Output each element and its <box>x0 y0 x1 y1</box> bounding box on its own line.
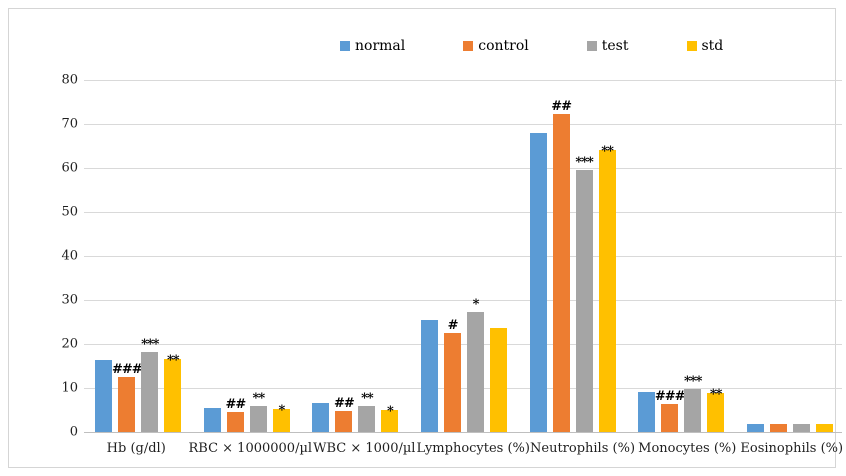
bar-std: ** <box>707 388 725 432</box>
bar-std: * <box>272 404 290 432</box>
significance-mark: ** <box>709 387 723 403</box>
gridline <box>84 300 842 301</box>
y-tick-label: 40 <box>61 248 78 264</box>
bar-control: ## <box>334 397 355 432</box>
significance-mark: ** <box>252 391 266 407</box>
bar-test: *** <box>141 338 160 432</box>
bar-normal <box>95 359 113 432</box>
significance-mark: ## <box>334 396 355 412</box>
bar-group-7 <box>735 80 844 432</box>
bar-normal <box>529 132 547 432</box>
bar-std <box>490 328 508 432</box>
x-category-label: Neutrophils (%) <box>530 441 636 456</box>
bar-normal <box>421 319 439 432</box>
bar-std <box>815 424 833 432</box>
legend-label-normal: normal <box>355 38 406 54</box>
bar-normal <box>203 408 221 432</box>
significance-mark: ## <box>551 98 572 114</box>
bar-group-1: ### *** ** <box>84 80 193 432</box>
bar-std: ** <box>598 145 616 432</box>
legend-marker-test <box>586 41 597 51</box>
bar-group-6: ### *** ** <box>627 80 736 432</box>
significance-mark: * <box>278 403 285 419</box>
bar-test: *** <box>575 156 594 432</box>
significance-mark: # <box>447 318 459 333</box>
significance-mark: ## <box>225 396 246 412</box>
plot-area: 0 10 20 30 40 50 60 70 80 ### *** ** ## ** * ## ** * # * ##… <box>61 73 844 457</box>
y-tick-label: 10 <box>61 380 78 396</box>
x-axis-labels: Hb (g/dl) RBC × 1000000/µl WBC × 1000/µl Ly… <box>84 441 844 457</box>
x-axis-line <box>84 432 842 433</box>
gridline <box>84 80 842 81</box>
bar-test: ** <box>249 392 267 432</box>
y-tick-label: 0 <box>69 424 78 440</box>
bar-group-5: ## *** ** <box>518 80 627 432</box>
x-category-label: RBC × 1000000/µl <box>188 441 313 456</box>
bar-control: ## <box>551 100 572 432</box>
y-tick-label: 20 <box>61 336 78 352</box>
bar-test <box>792 424 810 432</box>
significance-mark: ** <box>361 391 374 407</box>
significance-mark: *** <box>575 154 593 170</box>
chart-frame: normal control test std 0 10 20 30 40 50 60 70 8… <box>8 8 843 468</box>
bar-control: ## <box>225 398 246 432</box>
significance-mark: *** <box>683 374 702 390</box>
x-category-label: WBC × 1000/µl <box>313 441 416 456</box>
legend-label-test: test <box>601 38 629 54</box>
significance-mark: ** <box>601 143 614 159</box>
legend-item-control: control <box>463 38 529 54</box>
y-tick-label: 30 <box>61 292 78 308</box>
x-category-label: Monocytes (%) <box>638 441 737 456</box>
bar-control: ### <box>112 363 143 432</box>
gridline <box>84 168 842 169</box>
legend-label-control: control <box>478 38 529 54</box>
y-tick-label: 50 <box>61 204 78 220</box>
bar-group-4: # * <box>410 80 519 432</box>
gridline <box>84 212 842 213</box>
bar-test: *** <box>684 375 702 432</box>
bar-groups: ### *** ** ## ** * ## ** * # * ## *** ** ### *** ** <box>84 80 844 432</box>
bar-test: * <box>467 298 485 432</box>
significance-mark: *** <box>141 336 159 352</box>
significance-mark: ### <box>111 362 143 378</box>
bar-group-2: ## ** * <box>193 80 302 432</box>
y-tick-label: 60 <box>61 160 78 176</box>
bar-normal <box>746 424 764 432</box>
legend-marker-control <box>463 41 474 51</box>
legend-marker-std <box>686 41 697 51</box>
significance-mark: ### <box>654 389 686 405</box>
gridline <box>84 388 842 389</box>
bar-normal <box>312 403 330 432</box>
x-category-label: Lymphocytes (%) <box>416 441 530 456</box>
bar-std: ** <box>164 354 182 432</box>
legend-item-std: std <box>686 38 724 54</box>
bar-group-3: ## ** * <box>301 80 410 432</box>
y-tick-label: 80 <box>61 72 78 88</box>
bar-std: * <box>381 405 399 432</box>
significance-mark: ** <box>166 353 180 369</box>
significance-mark: * <box>387 404 394 419</box>
legend: normal control test std <box>340 38 723 54</box>
legend-item-test: test <box>586 38 629 54</box>
gridline <box>84 124 842 125</box>
x-category-label: Eosinophils (%) <box>740 441 844 456</box>
bar-control: # <box>444 319 462 432</box>
legend-marker-normal <box>340 41 350 51</box>
legend-item-normal: normal <box>340 38 405 54</box>
y-tick-label: 70 <box>61 116 78 132</box>
significance-mark: * <box>472 296 480 312</box>
bar-normal <box>638 391 656 432</box>
bar-test: ** <box>358 392 376 432</box>
bar-control: ### <box>655 390 686 432</box>
gridline <box>84 256 842 257</box>
x-category-label: Hb (g/dl) <box>106 441 166 456</box>
bar-control <box>769 424 787 432</box>
gridline <box>84 344 842 345</box>
legend-label-std: std <box>701 38 724 54</box>
